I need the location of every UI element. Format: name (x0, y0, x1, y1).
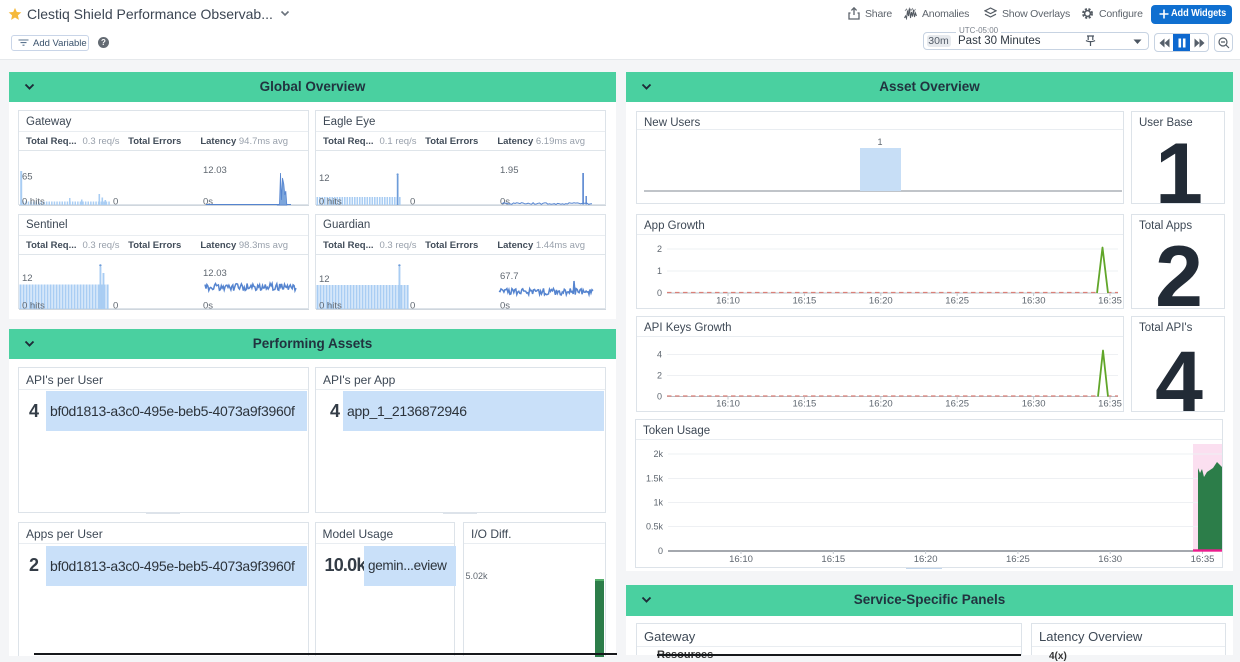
svg-text:1.95: 1.95 (500, 165, 519, 176)
svg-text:12: 12 (319, 173, 330, 184)
svg-text:16:10: 16:10 (729, 554, 753, 565)
svg-text:16:25: 16:25 (945, 296, 969, 307)
svg-text:0s: 0s (500, 197, 510, 207)
svg-text:65: 65 (22, 172, 33, 183)
svg-text:1.5k: 1.5k (646, 474, 664, 484)
svg-text:1: 1 (877, 137, 882, 147)
svg-text:0: 0 (113, 300, 118, 310)
svg-text:2: 2 (657, 244, 662, 254)
svg-text:16:35: 16:35 (1098, 399, 1122, 410)
svg-text:16:15: 16:15 (821, 554, 845, 565)
svg-text:?: ? (101, 38, 106, 47)
svg-text:0 hits: 0 hits (319, 300, 342, 310)
svg-text:0: 0 (113, 197, 118, 207)
svg-text:1: 1 (657, 266, 662, 276)
svg-text:16:10: 16:10 (716, 296, 740, 307)
svg-text:0: 0 (658, 546, 663, 556)
svg-text:0: 0 (410, 197, 415, 207)
svg-text:16:25: 16:25 (945, 399, 969, 410)
svg-text:16:30: 16:30 (1098, 554, 1122, 565)
svg-text:16:25: 16:25 (1006, 554, 1030, 565)
svg-text:12.03: 12.03 (203, 165, 227, 176)
svg-text:16:10: 16:10 (716, 399, 740, 410)
svg-text:1k: 1k (653, 498, 663, 508)
svg-text:0: 0 (410, 300, 415, 310)
svg-text:0: 0 (657, 288, 662, 298)
svg-text:0s: 0s (500, 300, 510, 310)
svg-text:67.7: 67.7 (500, 271, 519, 282)
svg-text:12: 12 (22, 273, 33, 284)
svg-text:2k: 2k (653, 449, 663, 459)
svg-text:0 hits: 0 hits (319, 197, 342, 207)
svg-text:16:15: 16:15 (793, 296, 817, 307)
svg-text:0: 0 (657, 392, 662, 402)
svg-text:0.5k: 0.5k (646, 522, 664, 532)
svg-text:16:20: 16:20 (869, 399, 893, 410)
svg-text:2: 2 (657, 371, 662, 381)
svg-text:0 hits: 0 hits (22, 300, 45, 310)
svg-text:12: 12 (319, 274, 330, 285)
svg-text:16:30: 16:30 (1022, 296, 1046, 307)
svg-text:0s: 0s (203, 197, 213, 207)
svg-text:16:15: 16:15 (793, 399, 817, 410)
svg-text:0s: 0s (203, 300, 213, 310)
svg-text:0 hits: 0 hits (22, 197, 45, 207)
svg-text:4: 4 (657, 350, 662, 360)
svg-text:16:30: 16:30 (1022, 399, 1046, 410)
svg-text:16:35: 16:35 (1191, 554, 1215, 565)
svg-text:16:20: 16:20 (869, 296, 893, 307)
svg-text:12.03: 12.03 (203, 268, 227, 279)
svg-text:16:20: 16:20 (914, 554, 938, 565)
svg-text:16:35: 16:35 (1098, 296, 1122, 307)
